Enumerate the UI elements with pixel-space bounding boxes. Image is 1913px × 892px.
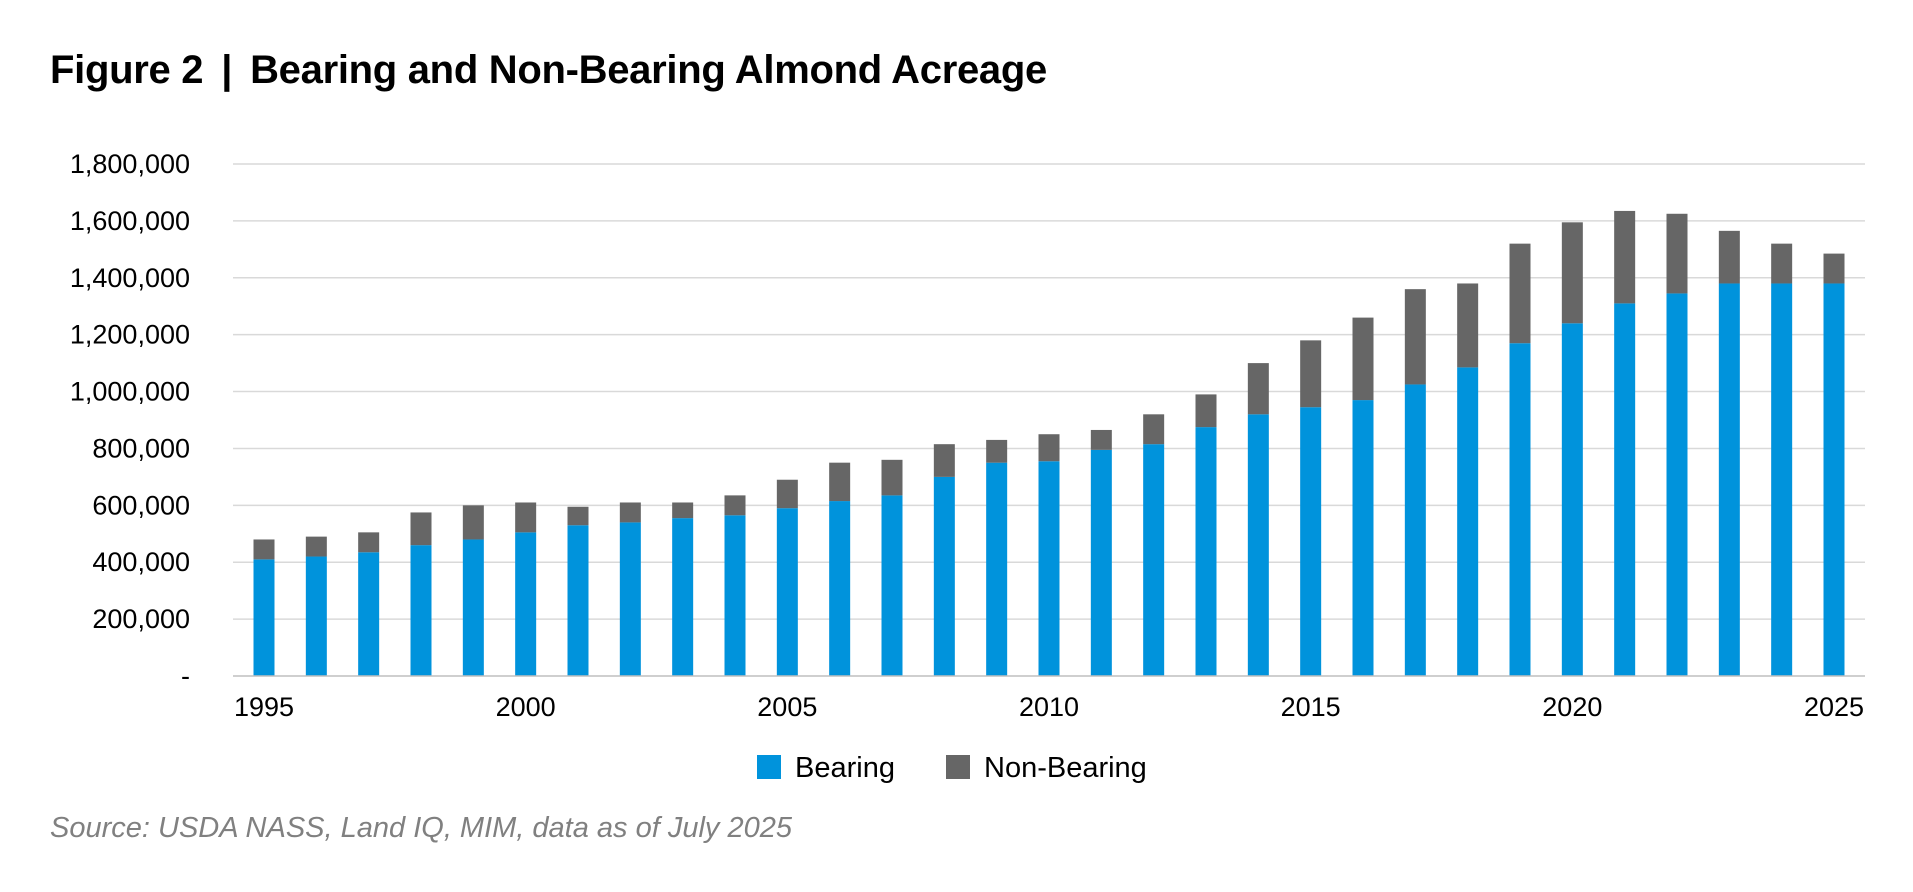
bar-non-bearing: [829, 462, 851, 502]
bar-non-bearing: [1666, 213, 1688, 294]
bar-non-bearing: [462, 505, 484, 540]
legend-swatch-non-bearing: [946, 755, 970, 779]
bar-non-bearing: [1038, 434, 1060, 462]
bar-non-bearing: [1457, 283, 1479, 368]
bar-bearing: [1195, 427, 1217, 676]
x-tick-label: 1995: [234, 692, 294, 722]
bar-non-bearing: [1509, 243, 1531, 344]
bar-non-bearing: [410, 512, 432, 546]
x-axis-tick-labels: 1995 2000 2005 2010 2015 2020 2025: [234, 692, 1864, 722]
figure-title: Bearing and Non-Bearing Almond Acreage: [250, 48, 1047, 92]
y-tick-label: -: [181, 661, 190, 691]
bar-non-bearing: [1300, 340, 1322, 408]
bar-bearing: [1718, 283, 1740, 676]
legend-label-non-bearing: Non-Bearing: [984, 752, 1147, 784]
bar-non-bearing: [1823, 253, 1845, 284]
bar-bearing: [253, 559, 275, 676]
x-tick-label: 2000: [496, 692, 556, 722]
bar-bearing: [724, 515, 746, 676]
x-tick-label: 2025: [1804, 692, 1864, 722]
bar-bearing: [1823, 283, 1845, 676]
bar-bearing: [619, 522, 641, 676]
bar-non-bearing: [1143, 414, 1165, 445]
bar-non-bearing: [724, 495, 746, 516]
legend-label-bearing: Bearing: [795, 752, 895, 784]
bar-non-bearing: [1771, 243, 1793, 284]
bar-non-bearing: [253, 539, 275, 560]
chart-title: Figure 2 | Bearing and Non-Bearing Almond …: [50, 48, 1047, 93]
legend-swatch-bearing: [757, 755, 781, 779]
bar-bearing: [672, 518, 694, 676]
bar-non-bearing: [305, 536, 327, 557]
bar-non-bearing: [1718, 230, 1740, 284]
bar-bearing: [1247, 414, 1269, 676]
x-tick-label: 2005: [757, 692, 817, 722]
bar-non-bearing: [1247, 363, 1269, 415]
bar-bearing: [1038, 461, 1060, 676]
bar-non-bearing: [567, 506, 589, 526]
bar-non-bearing: [358, 532, 380, 553]
y-tick-label: 800,000: [92, 433, 190, 463]
bar-bearing: [881, 495, 903, 676]
bar-non-bearing: [1090, 429, 1112, 450]
bar-non-bearing: [619, 502, 641, 523]
bar-non-bearing: [933, 444, 955, 477]
bar-non-bearing: [1404, 289, 1426, 385]
y-tick-label: 1,600,000: [70, 206, 190, 236]
bar-bearing: [1457, 367, 1479, 676]
bar-bearing: [1614, 303, 1636, 676]
title-separator: |: [221, 48, 233, 92]
bar-bearing: [515, 532, 537, 676]
bar-non-bearing: [1614, 210, 1636, 304]
x-tick-label: 2015: [1281, 692, 1341, 722]
source-note: Source: USDA NASS, Land IQ, MIM, data as…: [50, 812, 792, 844]
bar-non-bearing: [1352, 317, 1374, 401]
bar-bearing: [1771, 283, 1793, 676]
bar-bearing: [1509, 343, 1531, 676]
y-tick-label: 1,400,000: [70, 263, 190, 293]
y-axis-tick-labels: - 200,000 400,000 600,000 800,000 1,000,000 1,…: [70, 149, 190, 691]
y-tick-label: 1,000,000: [70, 377, 190, 407]
bar-bearing: [776, 508, 798, 676]
bar-bearing: [462, 539, 484, 676]
legend: Bearing Non-Bearing: [757, 752, 1147, 784]
y-tick-label: 1,200,000: [70, 320, 190, 350]
bar-bearing: [358, 552, 380, 676]
y-tick-label: 600,000: [92, 490, 190, 520]
bar-bearing: [1143, 444, 1165, 676]
bar-non-bearing: [672, 502, 694, 519]
bar-bearing: [305, 556, 327, 676]
bar-bearing: [933, 476, 955, 676]
bar-non-bearing: [1195, 394, 1217, 428]
bar-non-bearing: [515, 502, 537, 533]
bar-non-bearing: [776, 479, 798, 509]
x-tick-label: 2020: [1542, 692, 1602, 722]
bar-bearing: [567, 525, 589, 676]
bar-bearing: [1300, 407, 1322, 676]
bar-bearing: [1352, 400, 1374, 676]
y-tick-label: 200,000: [92, 604, 190, 634]
x-tick-label: 2010: [1019, 692, 1079, 722]
bar-bearing: [986, 462, 1008, 676]
bar-bearing: [1404, 384, 1426, 676]
y-tick-label: 400,000: [92, 547, 190, 577]
y-tick-label: 1,800,000: [70, 149, 190, 179]
bar-bearing: [829, 501, 851, 676]
bar-non-bearing: [881, 459, 903, 496]
figure-label: Figure 2: [50, 48, 204, 92]
bar-bearing: [1666, 293, 1688, 676]
bar-series: [253, 210, 1845, 676]
bar-bearing: [1561, 323, 1583, 676]
bar-bearing: [1090, 449, 1112, 676]
bar-bearing: [410, 545, 432, 676]
bar-non-bearing: [986, 439, 1008, 463]
bar-non-bearing: [1561, 222, 1583, 324]
